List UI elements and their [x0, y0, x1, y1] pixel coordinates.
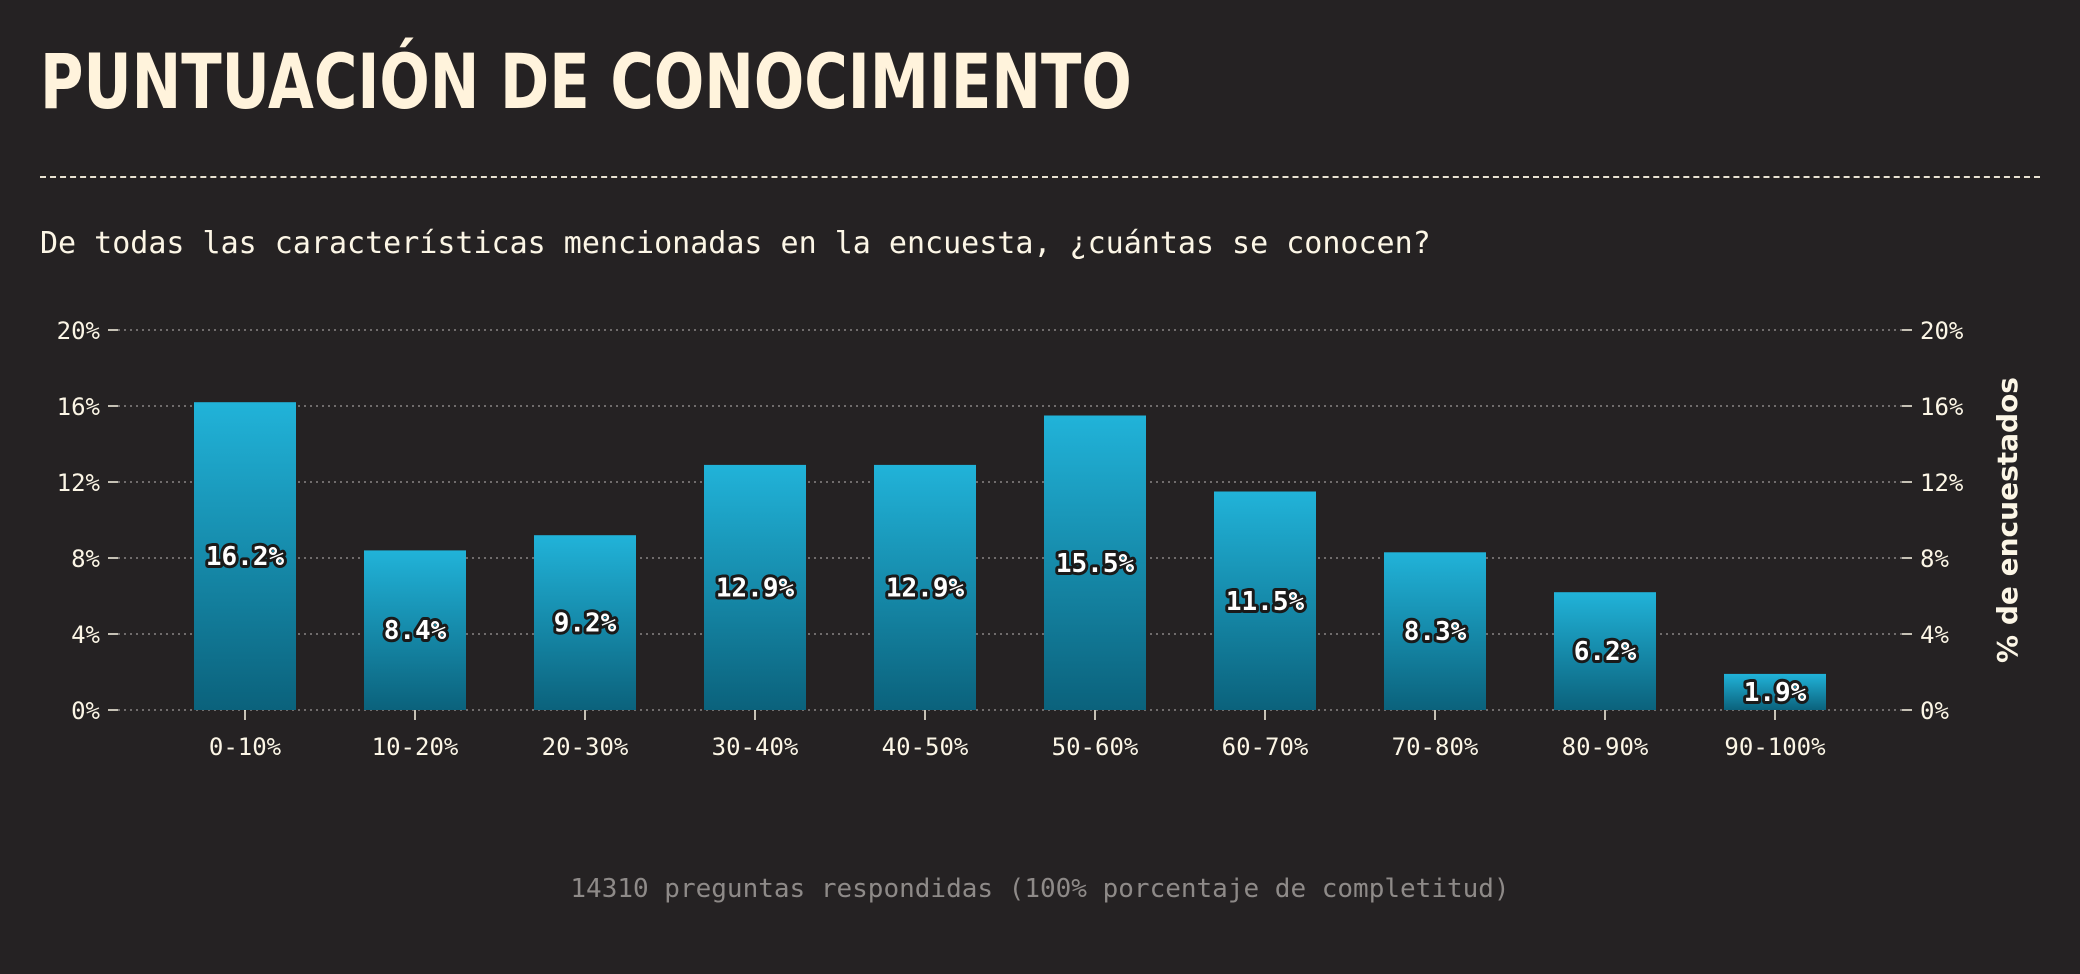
y-tick-label-left: 8%: [71, 545, 100, 573]
y-tick-label-left: 16%: [57, 393, 101, 421]
y-tick-label-left: 4%: [71, 621, 100, 649]
title-divider: [40, 176, 2040, 178]
chart-subtitle: De todas las características mencionadas…: [40, 226, 1431, 261]
bar: [704, 464, 806, 710]
bar-data-label: 11.5%: [1226, 587, 1305, 617]
x-tick-label: 20-30%: [542, 733, 629, 761]
x-tick-label: 30-40%: [712, 733, 799, 761]
x-tick-label: 50-60%: [1052, 733, 1139, 761]
bar-data-label: 16.2%: [206, 542, 285, 572]
x-tick-label: 80-90%: [1562, 733, 1649, 761]
bar-data-label: 1.9%: [1744, 678, 1807, 708]
bar-data-label: 12.9%: [886, 573, 965, 603]
bar-data-label: 8.4%: [384, 616, 447, 646]
bar: [364, 550, 466, 710]
bar: [1044, 415, 1146, 710]
bar: [1554, 592, 1656, 710]
footnote: 14310 preguntas respondidas (100% porcen…: [570, 874, 1510, 904]
y-axis-title: % de encuestados: [1991, 377, 2024, 663]
bar-data-label: 12.9%: [716, 573, 795, 603]
x-tick-label: 0-10%: [209, 733, 282, 761]
y-tick-label-right: 0%: [1920, 697, 1949, 725]
y-tick-label-left: 0%: [71, 697, 100, 725]
y-tick-label-right: 8%: [1920, 545, 1949, 573]
x-tick-label: 70-80%: [1392, 733, 1479, 761]
y-tick-label-left: 20%: [57, 317, 101, 345]
bar-data-label: 9.2%: [554, 609, 617, 639]
bar: [534, 535, 636, 710]
y-tick-label-left: 12%: [57, 469, 101, 497]
bar: [1214, 491, 1316, 710]
bar: [194, 402, 296, 710]
bar: [874, 464, 976, 710]
x-tick-label: 40-50%: [882, 733, 969, 761]
data-label-layer: 16.2% 8.4% 9.2% 12.9% 12.9% 15.5% 11.5% 8.3% 6.2…: [203, 539, 1810, 711]
x-tick-label: 90-100%: [1724, 733, 1826, 761]
bar: [1384, 552, 1486, 710]
bar-layer: [194, 402, 1826, 710]
chart-title: PUNTUACIÓN DE CONOCIMIENTO: [40, 37, 1132, 126]
bar: [1724, 673, 1826, 710]
y-tick-label-right: 4%: [1920, 621, 1949, 649]
y-tick-label-right: 12%: [1920, 469, 1964, 497]
bar-data-label: 15.5%: [1056, 549, 1135, 579]
x-tick-label: 60-70%: [1222, 733, 1309, 761]
bar-data-label: 8.3%: [1404, 617, 1467, 647]
bar-data-label: 6.2%: [1574, 637, 1637, 667]
x-tick-label: 10-20%: [372, 733, 459, 761]
axis-layer: 0% 0% 4% 4% 8% 8% 12% 12% 16% 16% 20% 20% 0-10% 10-20…: [57, 317, 1964, 761]
y-tick-label-right: 20%: [1920, 317, 1964, 345]
y-tick-label-right: 16%: [1920, 393, 1964, 421]
